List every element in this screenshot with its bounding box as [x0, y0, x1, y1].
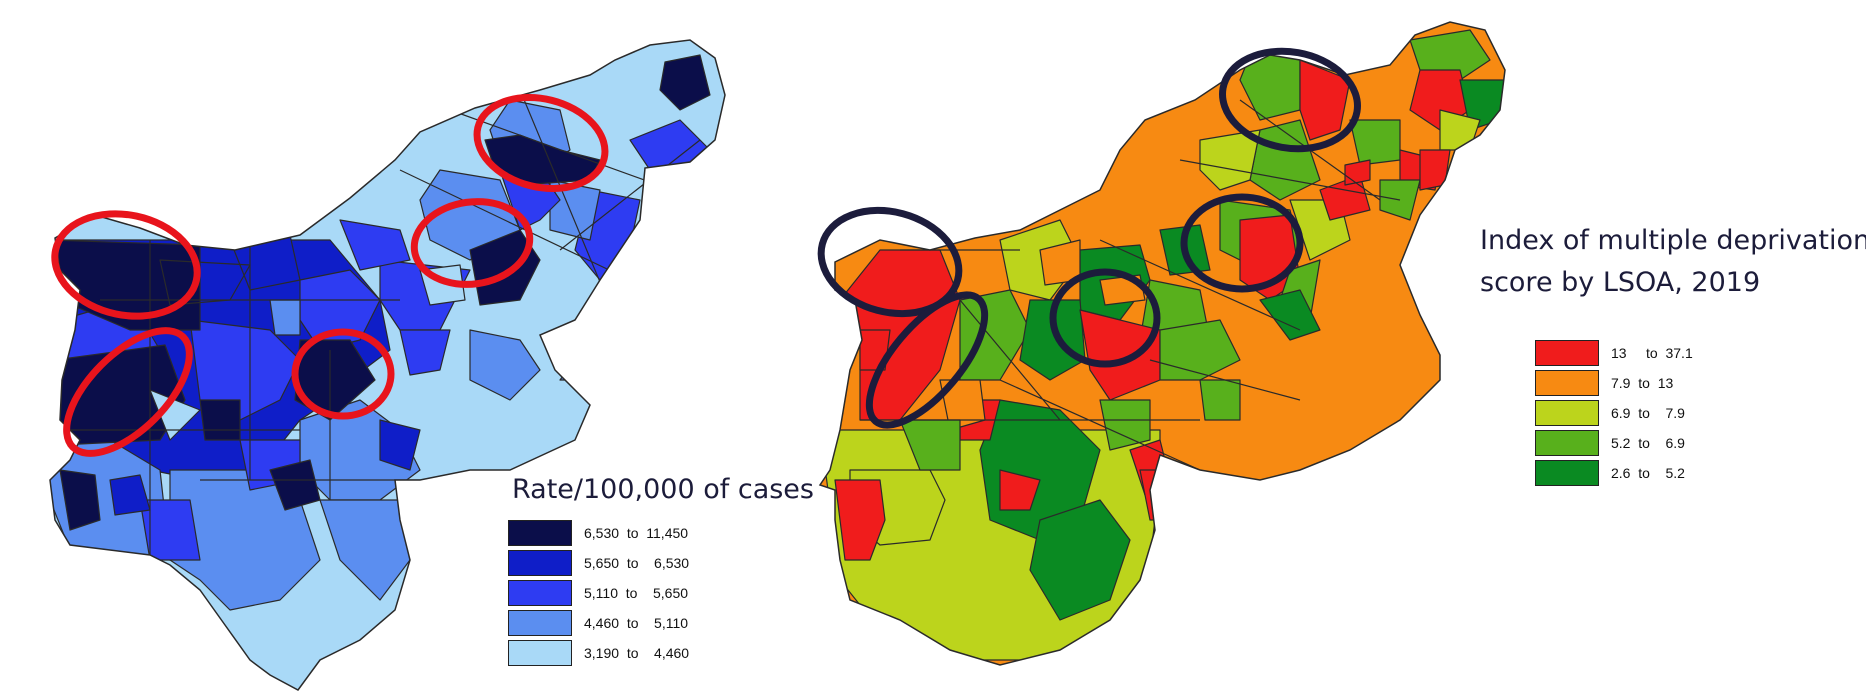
highlight-ring	[865, 291, 989, 429]
deprivation-legend-title-line2: score by LSOA, 2019	[1480, 267, 1761, 298]
legend-label: 5,650 to 6,530	[584, 555, 690, 571]
deprivation-legend: 13 to 37.1 7.9 to 13 6.9 to 7.9 5.2 to 6.9 2…	[1535, 338, 1693, 488]
legend-item: 13 to 37.1	[1535, 338, 1693, 368]
legend-label: 7.9 to 13	[1611, 375, 1674, 391]
legend-swatch	[1535, 460, 1599, 486]
highlight-ring	[410, 198, 534, 288]
legend-item: 5,110 to 5,650	[508, 578, 689, 608]
legend-swatch	[1535, 340, 1599, 366]
legend-item: 6,530 to 11,450	[508, 518, 689, 548]
legend-item: 5,650 to 6,530	[508, 548, 689, 578]
highlight-ring	[51, 210, 201, 320]
highlight-ring	[291, 328, 395, 420]
legend-label: 3,190 to 4,460	[584, 645, 690, 661]
highlight-ring	[473, 94, 609, 192]
case-rate-highlights	[51, 94, 609, 457]
deprivation-legend-title-line1: Index of multiple deprivation	[1480, 225, 1866, 256]
legend-item: 7.9 to 13	[1535, 368, 1693, 398]
legend-label: 6.9 to 7.9	[1611, 405, 1685, 421]
case-rate-legend: 6,530 to 11,450 5,650 to 6,530 5,110 to 5,…	[508, 518, 689, 668]
case-rate-map	[49, 39, 726, 691]
legend-item: 4,460 to 5,110	[508, 608, 689, 638]
highlight-ring	[1049, 268, 1161, 368]
legend-swatch	[508, 640, 572, 666]
deprivation-legend-title: Index of multiple deprivation score by L…	[1480, 220, 1866, 304]
legend-swatch	[508, 520, 572, 546]
legend-item: 5.2 to 6.9	[1535, 428, 1693, 458]
legend-item: 3,190 to 4,460	[508, 638, 689, 668]
legend-label: 5.2 to 6.9	[1611, 435, 1685, 451]
legend-label: 4,460 to 5,110	[584, 615, 689, 631]
legend-label: 13 to 37.1	[1611, 345, 1693, 361]
legend-swatch	[1535, 400, 1599, 426]
legend-label: 2.6 to 5.2	[1611, 465, 1685, 481]
deprivation-highlights	[817, 47, 1361, 429]
highlight-ring	[817, 206, 963, 318]
legend-item: 2.6 to 5.2	[1535, 458, 1693, 488]
legend-swatch	[508, 580, 572, 606]
legend-swatch	[1535, 370, 1599, 396]
deprivation-map	[819, 21, 1506, 666]
highlight-ring	[1180, 193, 1304, 293]
legend-label: 6,530 to 11,450	[584, 525, 689, 541]
legend-item: 6.9 to 7.9	[1535, 398, 1693, 428]
highlight-ring	[1219, 47, 1361, 153]
legend-label: 5,110 to 5,650	[584, 585, 689, 601]
legend-swatch	[508, 610, 572, 636]
legend-swatch	[508, 550, 572, 576]
case-rate-legend-title: Rate/100,000 of cases	[512, 474, 814, 505]
highlight-ring	[63, 327, 193, 457]
legend-swatch	[1535, 430, 1599, 456]
